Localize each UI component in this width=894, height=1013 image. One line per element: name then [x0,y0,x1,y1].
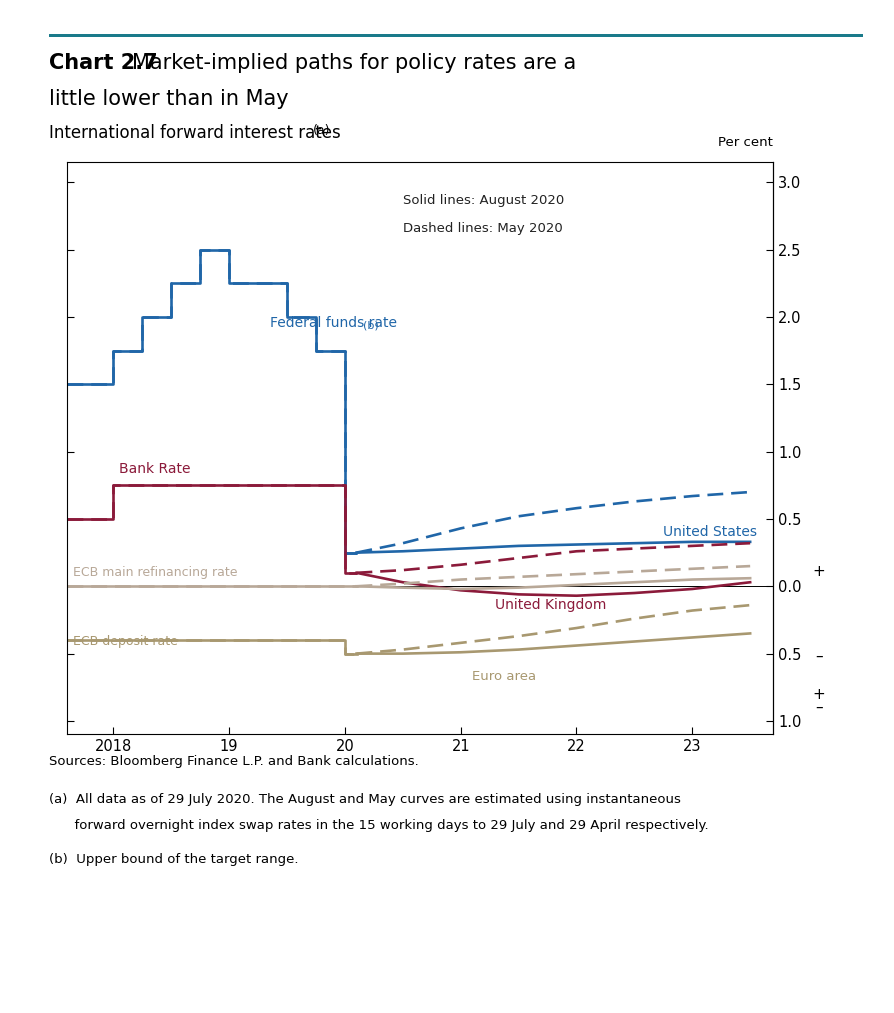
Text: Per cent: Per cent [719,137,773,150]
Text: Dashed lines: May 2020: Dashed lines: May 2020 [402,222,562,235]
Text: ECB main refinancing rate: ECB main refinancing rate [72,566,237,578]
Text: ECB deposit rate: ECB deposit rate [72,635,178,648]
Text: forward overnight index swap rates in the 15 working days to 29 July and 29 Apri: forward overnight index swap rates in th… [49,819,709,832]
Text: Chart 2.7: Chart 2.7 [49,53,158,73]
Text: –: – [815,649,823,664]
Text: little lower than in May: little lower than in May [49,89,289,109]
Text: Euro area: Euro area [472,670,536,683]
Text: +: + [813,687,825,702]
Text: (b): (b) [364,320,379,330]
Text: (a): (a) [313,124,331,137]
Text: Bank Rate: Bank Rate [119,462,190,476]
Text: (b)  Upper bound of the target range.: (b) Upper bound of the target range. [49,853,299,866]
Text: Federal funds rate: Federal funds rate [270,316,397,330]
Text: International forward interest rates: International forward interest rates [49,124,341,142]
Text: +: + [813,564,825,579]
Text: –: – [815,700,823,714]
Text: Sources: Bloomberg Finance L.P. and Bank calculations.: Sources: Bloomberg Finance L.P. and Bank… [49,755,419,768]
Text: United Kingdom: United Kingdom [495,598,607,612]
Text: United States: United States [663,526,757,539]
Text: Solid lines: August 2020: Solid lines: August 2020 [402,193,564,207]
Text: Market-implied paths for policy rates are a: Market-implied paths for policy rates ar… [132,53,577,73]
Text: (a)  All data as of 29 July 2020. The August and May curves are estimated using : (a) All data as of 29 July 2020. The Aug… [49,793,681,806]
